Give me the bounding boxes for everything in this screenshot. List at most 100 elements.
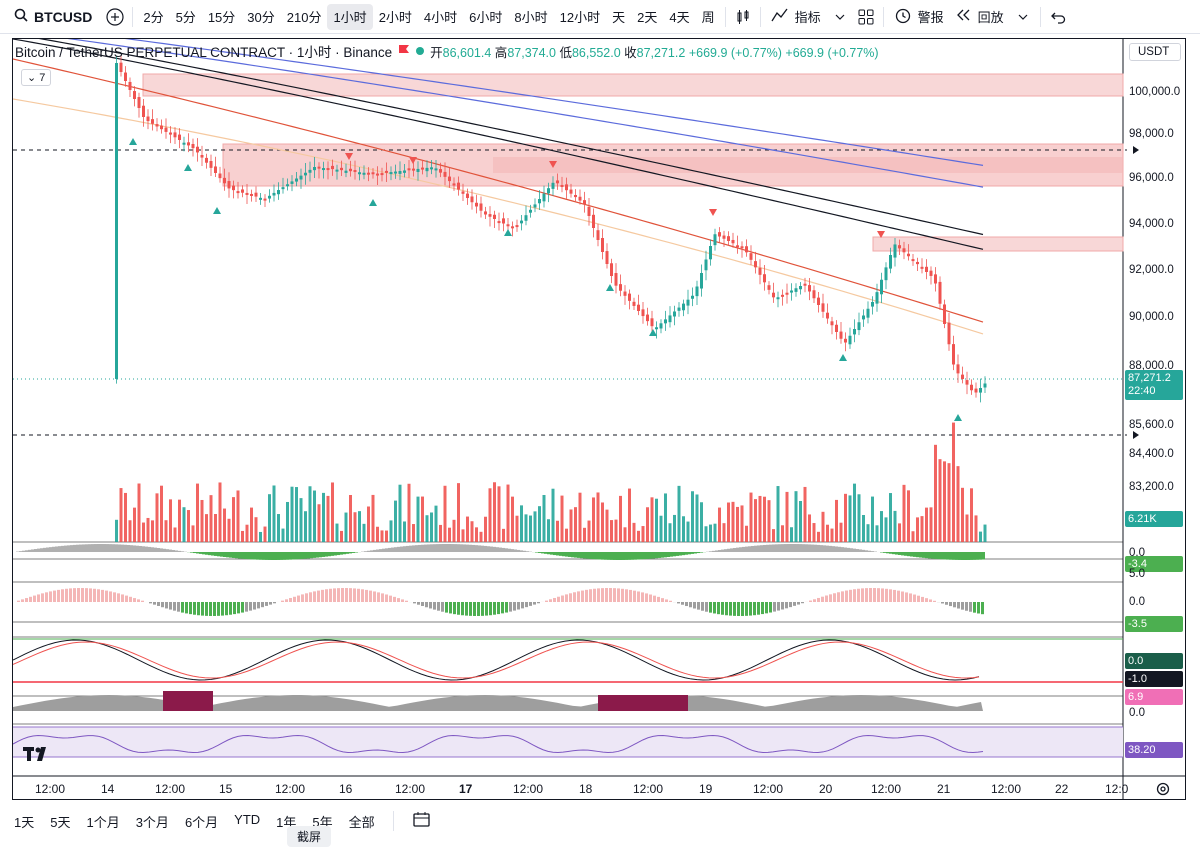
histogram-bar: [197, 602, 200, 616]
settings-gear-icon[interactable]: [1155, 781, 1171, 799]
interval-3[interactable]: 30分: [247, 10, 275, 25]
oscillator-bar: [238, 552, 241, 559]
oscillator-bar: [22, 550, 25, 552]
interval-10[interactable]: 12小时: [559, 10, 601, 25]
interval-1[interactable]: 5分: [175, 10, 196, 25]
pane4-zero-label: 0.0: [1129, 707, 1145, 719]
compare-add-icon[interactable]: [102, 4, 128, 30]
interval-5[interactable]: 1小时: [327, 3, 373, 30]
tradingview-logo[interactable]: [23, 745, 53, 768]
histogram-bar: [237, 602, 240, 614]
candle-body: [826, 312, 829, 319]
range-0[interactable]: 1天: [14, 814, 35, 830]
range-2[interactable]: 1个月: [86, 814, 120, 830]
histogram-bar: [165, 602, 168, 609]
candle-body: [529, 209, 532, 213]
range-6[interactable]: 1年: [276, 814, 297, 830]
oscillator-bar: [586, 552, 589, 559]
chart-canvas[interactable]: [13, 39, 1186, 800]
oscillator-bar: [814, 544, 817, 552]
volume-bar: [560, 495, 564, 542]
indicator-collapse-button[interactable]: ⌄ 7: [21, 69, 52, 86]
oscillator-bar: [766, 544, 769, 552]
volume-bar: [754, 499, 757, 542]
chevron-down-icon[interactable]: [1010, 4, 1036, 30]
range-7[interactable]: 5年: [312, 814, 333, 830]
volume-bar: [340, 530, 343, 542]
candle-body: [808, 285, 811, 292]
oscillator-bar: [283, 552, 286, 560]
histogram-bar: [657, 596, 660, 602]
histogram-bar: [325, 589, 328, 602]
oscillator-bar: [124, 544, 127, 552]
histogram-bar: [497, 602, 500, 615]
volume-bar: [205, 514, 208, 542]
candle-body: [214, 166, 217, 173]
interval-6[interactable]: 2小时: [378, 10, 412, 25]
volume-bar: [682, 516, 685, 542]
symbol-search[interactable]: BTCUSD: [0, 0, 102, 34]
interval-12[interactable]: 2天: [637, 10, 658, 25]
replay-button[interactable]: 回放: [950, 4, 1010, 30]
oscillator-bar: [268, 552, 271, 560]
buy-signal: [213, 207, 221, 214]
histogram-bar: [609, 588, 612, 602]
oscillator-bar: [787, 544, 790, 552]
interval-4[interactable]: 210分: [286, 10, 322, 25]
histogram-bar: [485, 602, 488, 616]
candle-body: [326, 168, 330, 171]
oscillator-bar: [160, 548, 163, 552]
histogram-bar: [885, 588, 888, 602]
oscillator-bar: [541, 552, 544, 554]
volume-bar: [704, 526, 708, 542]
volume-bar: [376, 526, 379, 542]
volume-bar: [623, 527, 627, 542]
currency-selector[interactable]: USDT: [1129, 43, 1181, 61]
oscillator-bar: [481, 545, 484, 552]
range-4[interactable]: 6个月: [184, 814, 219, 830]
volume-bar: [628, 488, 631, 542]
histogram-bar: [377, 592, 380, 602]
chart-area[interactable]: Bitcoin / TetherUS PERPETUAL CONTRACT · …: [12, 38, 1186, 800]
candle-body: [659, 323, 663, 329]
chevron-down-icon[interactable]: [827, 4, 853, 30]
oscillator-bar: [499, 547, 502, 552]
interval-9[interactable]: 8小时: [514, 10, 548, 25]
volume-bar: [772, 529, 775, 542]
interval-2[interactable]: 15分: [207, 10, 236, 25]
histogram-bar: [953, 602, 956, 608]
volume-bar: [767, 500, 771, 542]
oscillator-bar: [157, 548, 160, 552]
interval-7[interactable]: 4小时: [423, 10, 458, 25]
oscillator-bar: [808, 544, 811, 552]
oscillator-bar: [676, 552, 679, 556]
interval-11[interactable]: 天: [612, 10, 626, 25]
volume-bar: [596, 492, 600, 542]
interval-13[interactable]: 4天: [669, 10, 690, 25]
range-8[interactable]: 全部: [348, 814, 375, 830]
oscillator-bar: [142, 546, 145, 552]
candle-type-icon[interactable]: [730, 4, 756, 30]
interval-14[interactable]: 周: [701, 10, 715, 25]
range-1[interactable]: 5天: [50, 814, 71, 830]
interval-0[interactable]: 2分: [143, 10, 164, 25]
volume-bar: [668, 523, 672, 542]
oscillator-bar: [817, 544, 820, 552]
undo-icon[interactable]: [1045, 4, 1071, 30]
pane2-zero-label: 0.0: [1129, 596, 1145, 608]
oscillator-bar: [373, 549, 376, 552]
histogram-bar: [73, 588, 76, 602]
flag-icon[interactable]: [398, 44, 410, 59]
oscillator-bar: [760, 545, 763, 552]
histogram-bar: [201, 602, 204, 616]
oscillator-bar: [391, 547, 394, 552]
alert-button[interactable]: 警报: [888, 4, 950, 30]
indicators-button[interactable]: 指标: [765, 4, 827, 30]
range-3[interactable]: 3个月: [135, 814, 169, 830]
volume-bar: [281, 528, 285, 542]
range-5[interactable]: YTD: [234, 811, 261, 827]
layout-grid-icon[interactable]: [853, 4, 879, 30]
date-range-icon[interactable]: [412, 811, 432, 832]
interval-8[interactable]: 6小时: [469, 10, 503, 25]
oscillator-bar: [757, 545, 760, 552]
